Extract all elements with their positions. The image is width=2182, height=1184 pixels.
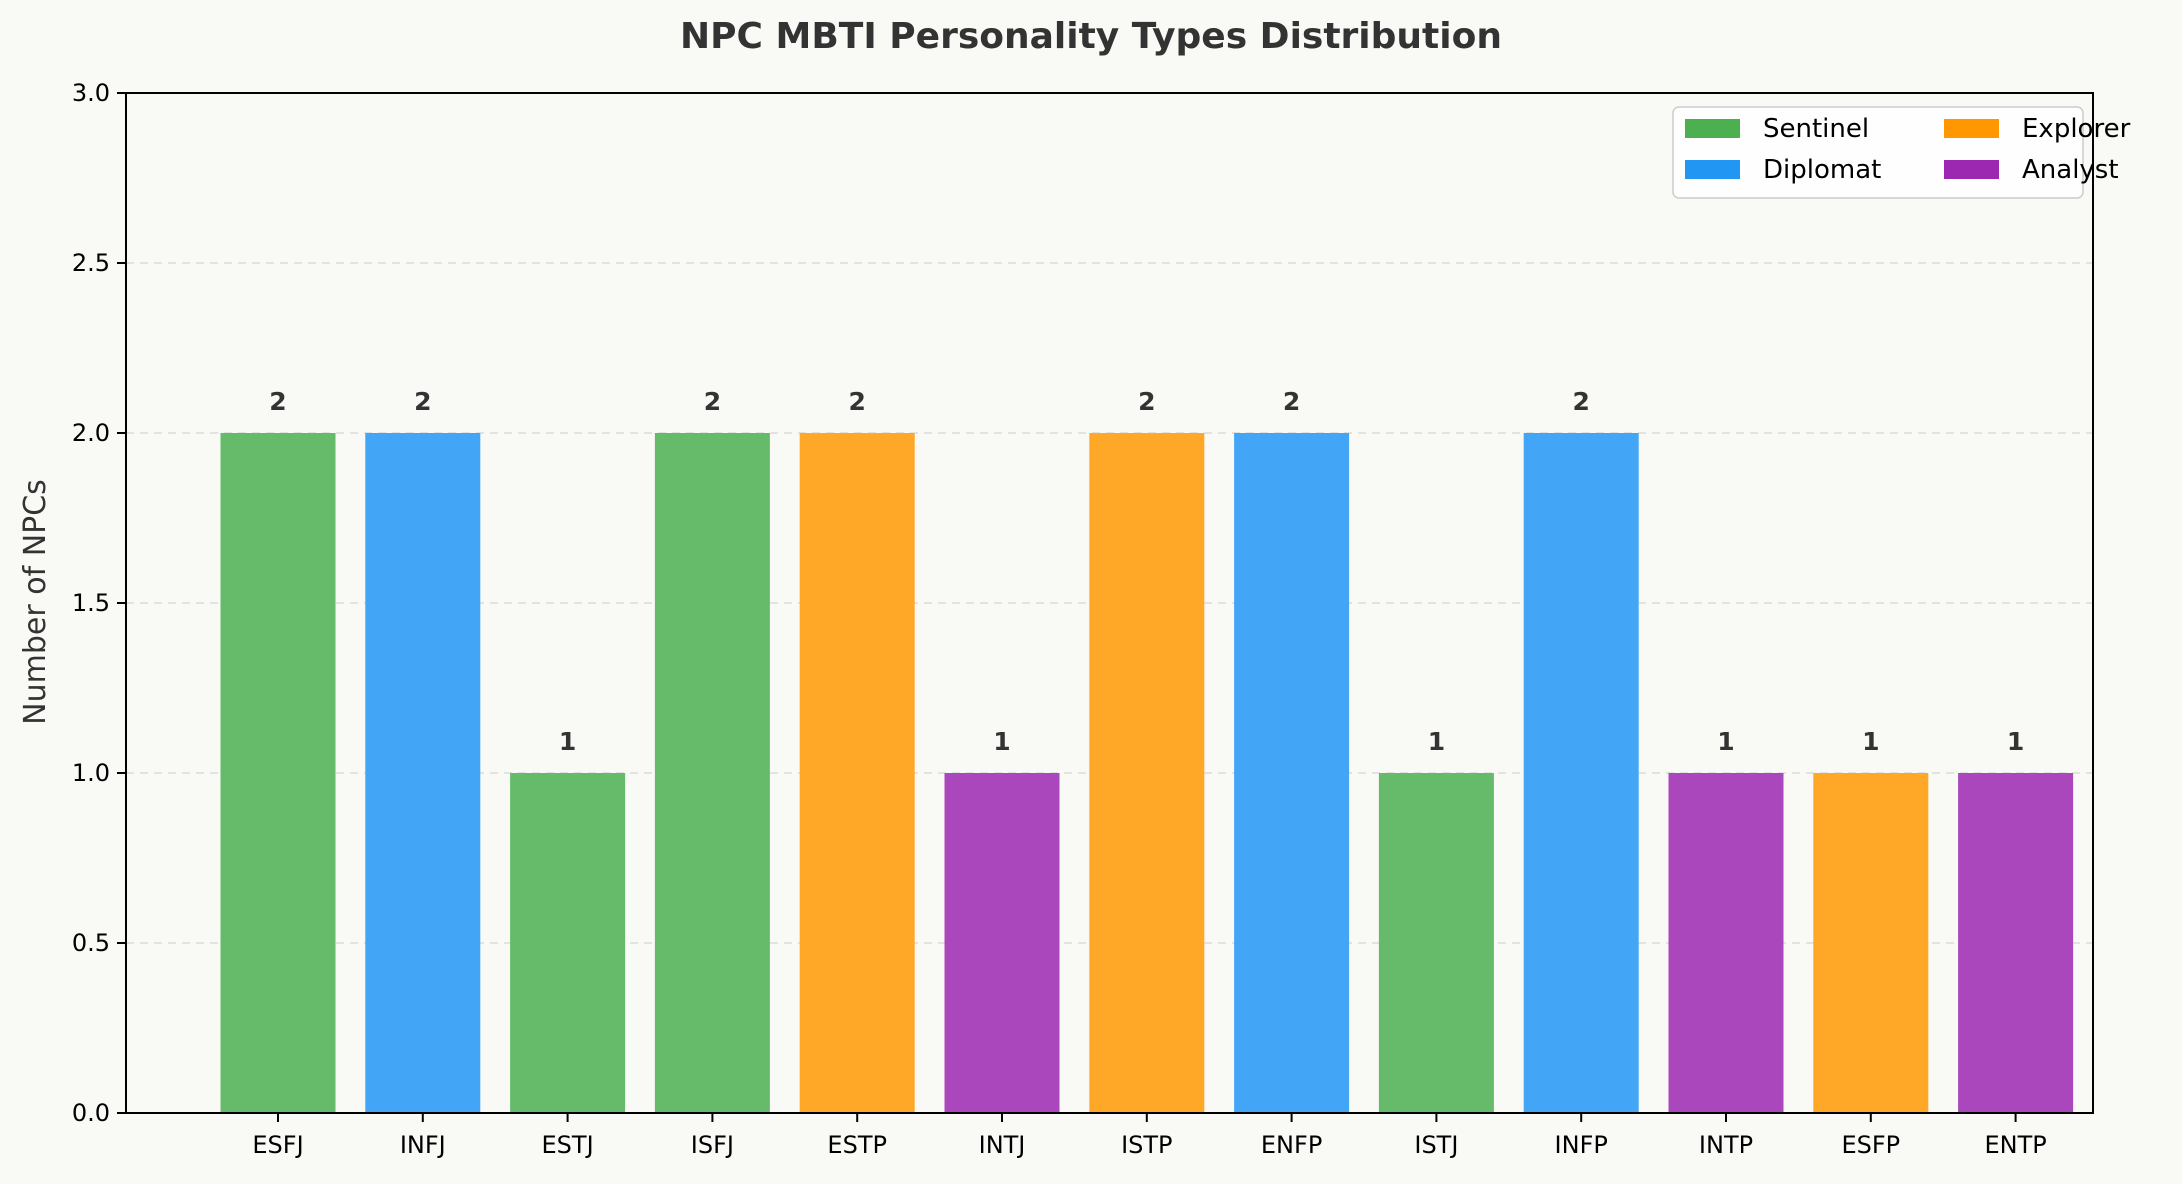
x-tick-label: ISFJ: [691, 1131, 734, 1159]
legend-swatch-diplomat: [1685, 160, 1740, 179]
bar-esfp: [1813, 773, 1929, 1113]
y-tick-label: 1.0: [72, 759, 110, 787]
bar-value-label: 2: [269, 387, 286, 416]
legend-swatch-explorer: [1944, 119, 1999, 138]
legend-swatch-analyst: [1944, 160, 1999, 179]
y-tick-label: 2.5: [72, 249, 110, 277]
x-tick-label: ESTP: [827, 1131, 887, 1159]
bar-istj: [1378, 773, 1494, 1113]
bar-value-label: 2: [1572, 387, 1589, 416]
legend-swatch-sentinel: [1685, 119, 1740, 138]
bar-esfj: [220, 433, 336, 1113]
y-tick-label: 1.5: [72, 589, 110, 617]
bar-value-label: 1: [1428, 727, 1445, 756]
bar-intj: [944, 773, 1060, 1113]
bar-infp: [1523, 433, 1639, 1113]
x-tick-label: ESTJ: [542, 1131, 594, 1159]
bar-value-label: 2: [1283, 387, 1300, 416]
bar-value-label: 1: [1862, 727, 1879, 756]
legend-label-diplomat: Diplomat: [1763, 155, 1881, 185]
legend-label-sentinel: Sentinel: [1763, 114, 1869, 144]
bar-intp: [1668, 773, 1784, 1113]
y-tick-label: 3.0: [72, 79, 110, 107]
bar-value-label: 2: [414, 387, 431, 416]
y-tick-label: 0.0: [72, 1099, 110, 1127]
legend-label-analyst: Analyst: [2022, 155, 2119, 185]
bar-value-label: 2: [704, 387, 721, 416]
x-tick-label: INTJ: [979, 1131, 1026, 1159]
bar-value-label: 2: [848, 387, 865, 416]
x-tick-label: ISTJ: [1414, 1131, 1458, 1159]
y-axis-label: Number of NPCs: [18, 479, 53, 725]
bar-value-label: 1: [1717, 727, 1734, 756]
bar-estp: [799, 433, 915, 1113]
y-axis-ticks: 0.0 0.5 1.0 1.5 2.0 2.5 3.0: [72, 79, 126, 1127]
x-tick-label: ENTP: [1984, 1131, 2046, 1159]
x-tick-label: ESFJ: [252, 1131, 303, 1159]
legend: Sentinel Diplomat Explorer Analyst: [1672, 106, 2131, 199]
bar-infj: [365, 433, 481, 1113]
chart-title: NPC MBTI Personality Types Distribution: [680, 16, 1502, 57]
bar-value-label: 2: [1138, 387, 1155, 416]
data-labels: 2 2 1 2 2 1 2 2 1 2 1 1 1: [269, 387, 2024, 756]
legend-label-explorer: Explorer: [2022, 114, 2131, 144]
x-tick-label: ESFP: [1841, 1131, 1900, 1159]
x-tick-label: INFJ: [400, 1131, 446, 1159]
bar-entp: [1958, 773, 2074, 1113]
x-axis-ticks: ESFJ INFJ ESTJ ISFJ ESTP INTJ ISTP ENFP ISTJ INFP…: [252, 1113, 2047, 1159]
y-tick-label: 0.5: [72, 929, 110, 957]
x-tick-label: INFP: [1555, 1131, 1608, 1159]
bar-value-label: 1: [2007, 727, 2024, 756]
bar-istp: [1089, 433, 1205, 1113]
bar-value-label: 1: [993, 727, 1010, 756]
x-tick-label: ISTP: [1121, 1131, 1172, 1159]
bar-enfp: [1234, 433, 1350, 1113]
x-tick-label: INTP: [1699, 1131, 1753, 1159]
bar-estj: [510, 773, 626, 1113]
bars: [220, 433, 2074, 1113]
y-tick-label: 2.0: [72, 419, 110, 447]
x-tick-label: ENFP: [1261, 1131, 1322, 1159]
bar-value-label: 1: [559, 727, 576, 756]
bar-isfj: [654, 433, 770, 1113]
